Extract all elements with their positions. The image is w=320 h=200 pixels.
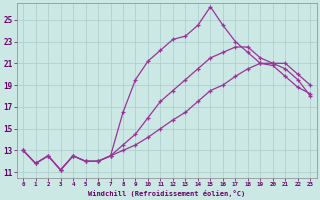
X-axis label: Windchill (Refroidissement éolien,°C): Windchill (Refroidissement éolien,°C) [88,190,245,197]
